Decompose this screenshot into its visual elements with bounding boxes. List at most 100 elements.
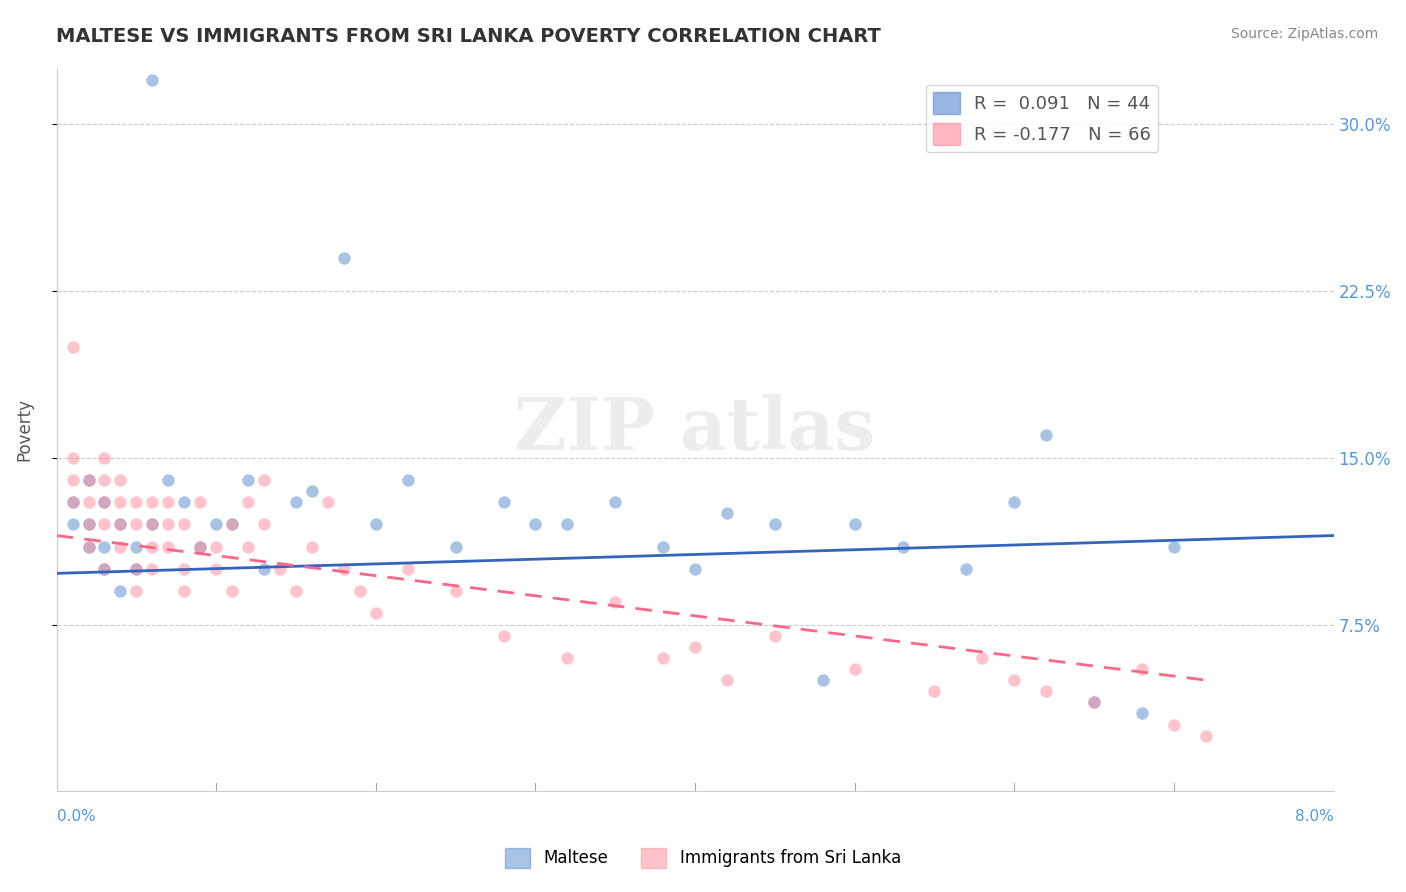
Point bbox=[236, 540, 259, 554]
Point bbox=[557, 517, 579, 532]
Point bbox=[396, 562, 419, 576]
Point bbox=[93, 562, 115, 576]
Point bbox=[77, 473, 100, 487]
Point bbox=[1163, 717, 1185, 731]
Point bbox=[1035, 428, 1057, 442]
Point bbox=[188, 540, 211, 554]
Point bbox=[285, 495, 308, 509]
Point bbox=[110, 540, 132, 554]
Point bbox=[1195, 729, 1218, 743]
Point bbox=[173, 517, 195, 532]
Point bbox=[333, 251, 356, 265]
Point bbox=[364, 517, 387, 532]
Point bbox=[891, 540, 914, 554]
Point bbox=[301, 484, 323, 499]
Point bbox=[221, 517, 243, 532]
Point bbox=[157, 495, 180, 509]
Point bbox=[683, 562, 706, 576]
Point bbox=[205, 540, 228, 554]
Point bbox=[524, 517, 547, 532]
Legend: R =  0.091   N = 44, R = -0.177   N = 66: R = 0.091 N = 44, R = -0.177 N = 66 bbox=[925, 85, 1159, 153]
Point bbox=[1130, 706, 1153, 721]
Point bbox=[1130, 662, 1153, 676]
Point bbox=[62, 339, 84, 353]
Point bbox=[557, 651, 579, 665]
Point bbox=[62, 473, 84, 487]
Point bbox=[763, 629, 786, 643]
Point bbox=[125, 540, 148, 554]
Point bbox=[173, 584, 195, 599]
Point bbox=[173, 562, 195, 576]
Point bbox=[683, 640, 706, 654]
Point bbox=[110, 473, 132, 487]
Point bbox=[955, 562, 977, 576]
Point bbox=[253, 473, 276, 487]
Point bbox=[77, 517, 100, 532]
Point bbox=[62, 450, 84, 465]
Point bbox=[716, 506, 738, 520]
Point bbox=[125, 562, 148, 576]
Point bbox=[62, 495, 84, 509]
Point bbox=[492, 629, 515, 643]
Point bbox=[62, 517, 84, 532]
Point bbox=[125, 584, 148, 599]
Point bbox=[924, 684, 946, 698]
Point bbox=[396, 473, 419, 487]
Point bbox=[125, 562, 148, 576]
Point bbox=[188, 540, 211, 554]
Text: ZIP atlas: ZIP atlas bbox=[515, 394, 876, 466]
Point bbox=[141, 72, 163, 87]
Point bbox=[205, 517, 228, 532]
Point bbox=[844, 517, 866, 532]
Point bbox=[77, 495, 100, 509]
Point bbox=[301, 540, 323, 554]
Point bbox=[157, 540, 180, 554]
Point bbox=[236, 473, 259, 487]
Point bbox=[110, 517, 132, 532]
Point bbox=[77, 540, 100, 554]
Point bbox=[77, 540, 100, 554]
Point bbox=[253, 517, 276, 532]
Point bbox=[125, 495, 148, 509]
Point bbox=[173, 495, 195, 509]
Point bbox=[110, 517, 132, 532]
Point bbox=[652, 540, 675, 554]
Y-axis label: Poverty: Poverty bbox=[15, 399, 32, 461]
Text: 0.0%: 0.0% bbox=[56, 809, 96, 824]
Point bbox=[605, 595, 627, 609]
Point bbox=[221, 584, 243, 599]
Point bbox=[364, 607, 387, 621]
Point bbox=[141, 517, 163, 532]
Point bbox=[157, 517, 180, 532]
Point bbox=[763, 517, 786, 532]
Text: MALTESE VS IMMIGRANTS FROM SRI LANKA POVERTY CORRELATION CHART: MALTESE VS IMMIGRANTS FROM SRI LANKA POV… bbox=[56, 27, 882, 45]
Point bbox=[188, 495, 211, 509]
Point bbox=[77, 517, 100, 532]
Point bbox=[972, 651, 994, 665]
Point bbox=[205, 562, 228, 576]
Text: Source: ZipAtlas.com: Source: ZipAtlas.com bbox=[1230, 27, 1378, 41]
Point bbox=[236, 495, 259, 509]
Point bbox=[1002, 495, 1025, 509]
Point bbox=[93, 517, 115, 532]
Point bbox=[316, 495, 339, 509]
Point bbox=[269, 562, 291, 576]
Point bbox=[93, 473, 115, 487]
Point bbox=[93, 495, 115, 509]
Point bbox=[125, 517, 148, 532]
Point bbox=[652, 651, 675, 665]
Point bbox=[62, 495, 84, 509]
Point bbox=[1083, 695, 1105, 709]
Point bbox=[141, 517, 163, 532]
Point bbox=[444, 584, 467, 599]
Point bbox=[1035, 684, 1057, 698]
Point bbox=[93, 540, 115, 554]
Point bbox=[253, 562, 276, 576]
Point bbox=[1163, 540, 1185, 554]
Text: 8.0%: 8.0% bbox=[1295, 809, 1333, 824]
Point bbox=[285, 584, 308, 599]
Point bbox=[1083, 695, 1105, 709]
Legend: Maltese, Immigrants from Sri Lanka: Maltese, Immigrants from Sri Lanka bbox=[498, 841, 908, 875]
Point bbox=[141, 562, 163, 576]
Point bbox=[349, 584, 371, 599]
